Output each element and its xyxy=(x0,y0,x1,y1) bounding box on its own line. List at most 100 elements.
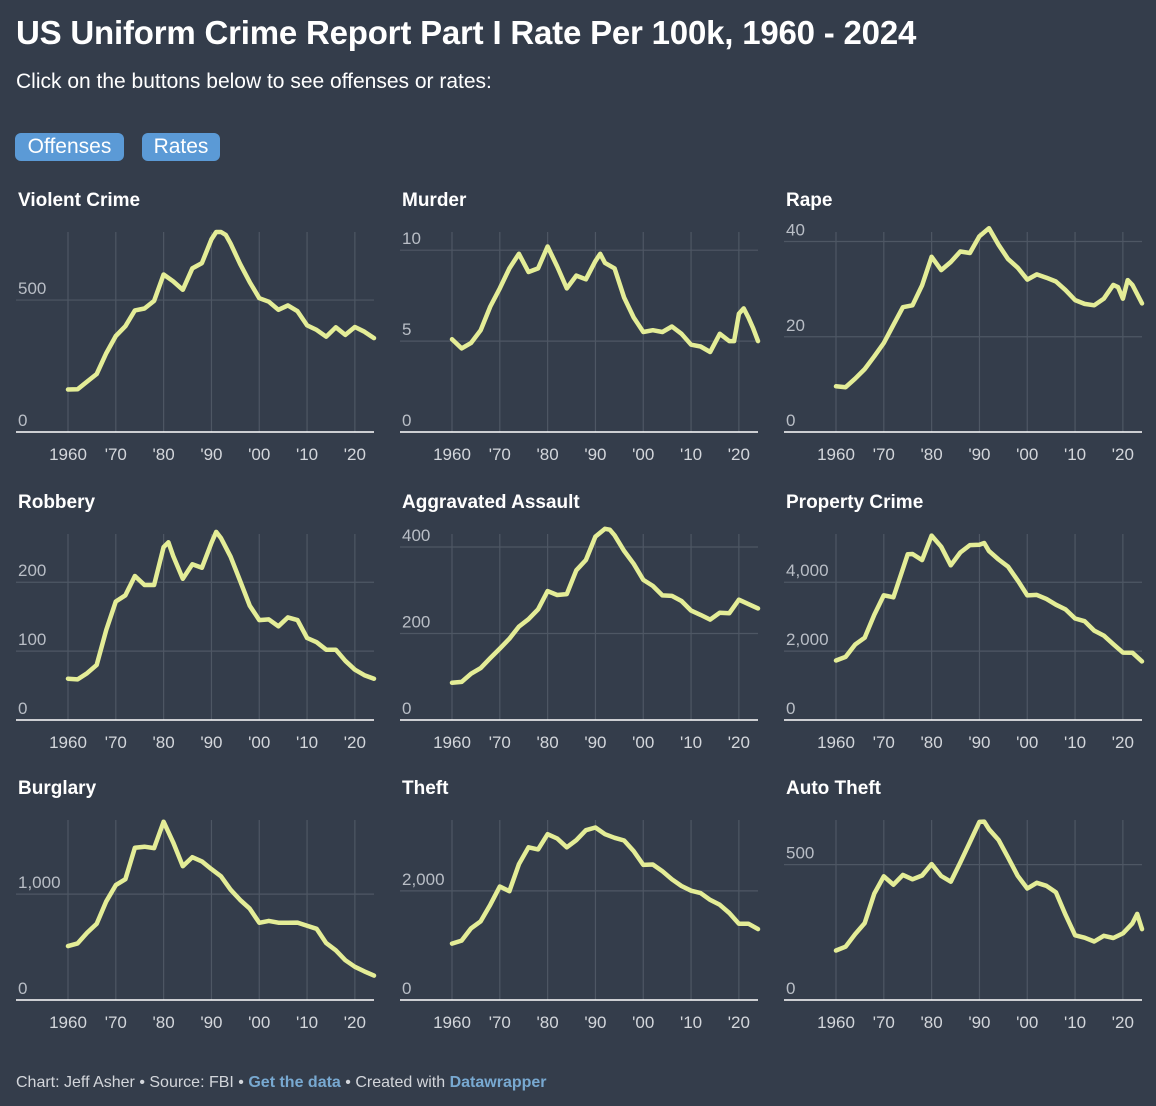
x-tick-label: 1960 xyxy=(433,445,471,464)
x-tick-label: '10 xyxy=(1064,445,1086,464)
chart-robbery: Robbery 0 100 200 1960 '70 '80 '90 '00 '10 '20 xyxy=(16,492,377,752)
x-tick-label: '70 xyxy=(489,733,511,752)
chart-burglary: Burglary 0 1,000 1960 '70 '80 '90 '00 '10 '20 xyxy=(16,778,377,1032)
x-tick-label: '80 xyxy=(921,733,943,752)
x-tick-label: '90 xyxy=(200,733,222,752)
footer-separator: • xyxy=(233,1074,249,1091)
footer: Chart: Jeff Asher • Source: FBI • Get th… xyxy=(16,1074,547,1092)
series-line xyxy=(833,533,1145,664)
x-tick-label: 1960 xyxy=(433,733,471,752)
y-tick-label: 0 xyxy=(18,699,27,718)
chart-panel-aggravated-assault: Aggravated Assault 0 200 400 1960 '70 '80 '90 '0… xyxy=(400,488,772,778)
footer-credit: Chart: Jeff Asher xyxy=(16,1074,135,1091)
footer-source: Source: FBI xyxy=(149,1074,234,1091)
y-tick-label: 100 xyxy=(18,630,46,649)
series-line xyxy=(65,819,377,978)
chart-title: Rape xyxy=(786,190,832,211)
x-tick-label: '80 xyxy=(537,1013,559,1032)
page-subtitle: Click on the buttons below to see offens… xyxy=(16,70,492,93)
x-tick-label: 1960 xyxy=(49,733,87,752)
chart-auto-theft: Auto Theft 0 500 1960 '70 '80 '90 '00 '10 '20 xyxy=(784,778,1145,1032)
x-tick-label: '00 xyxy=(632,733,654,752)
x-tick-label: '90 xyxy=(200,1013,222,1032)
offenses-button[interactable]: Offenses xyxy=(15,133,124,161)
chart-panel-theft: Theft 0 2,000 1960 '70 '80 '90 '00 '10 '20 xyxy=(400,774,772,1064)
chart-title: Burglary xyxy=(18,778,97,799)
chart-title: Robbery xyxy=(18,492,96,513)
y-tick-label: 20 xyxy=(786,316,805,335)
series-line xyxy=(449,244,761,355)
chart-violent-crime: Violent Crime 0 500 1960 '70 '80 '90 '00 '10 '20 xyxy=(16,190,377,464)
x-tick-label: '80 xyxy=(153,445,175,464)
x-tick-label: '00 xyxy=(632,1013,654,1032)
x-tick-label: 1960 xyxy=(433,1013,471,1032)
y-tick-label: 400 xyxy=(402,526,430,545)
x-tick-label: '90 xyxy=(584,445,606,464)
x-tick-label: '20 xyxy=(728,445,750,464)
x-tick-label: '10 xyxy=(296,733,318,752)
y-tick-label: 2,000 xyxy=(402,870,445,889)
y-tick-label: 0 xyxy=(786,699,795,718)
x-tick-label: '00 xyxy=(248,445,270,464)
x-tick-label: '20 xyxy=(728,1013,750,1032)
y-tick-label: 4,000 xyxy=(786,561,829,580)
x-tick-label: '80 xyxy=(153,733,175,752)
series-line xyxy=(65,529,377,682)
x-tick-label: '80 xyxy=(537,733,559,752)
series-line xyxy=(449,825,761,946)
x-tick-label: '10 xyxy=(680,445,702,464)
get-the-data-link[interactable]: Get the data xyxy=(248,1074,341,1091)
x-tick-label: '00 xyxy=(248,1013,270,1032)
x-tick-label: '80 xyxy=(921,1013,943,1032)
chart-title: Theft xyxy=(402,778,449,799)
x-tick-label: '70 xyxy=(105,1013,127,1032)
x-tick-label: '70 xyxy=(105,733,127,752)
y-tick-label: 10 xyxy=(402,229,421,248)
chart-property-crime: Property Crime 0 2,000 4,000 1960 '70 '80 '90 '0… xyxy=(784,492,1145,752)
x-tick-label: '10 xyxy=(680,733,702,752)
x-tick-label: '20 xyxy=(1112,733,1134,752)
y-tick-label: 0 xyxy=(786,411,795,430)
x-tick-label: 1960 xyxy=(49,1013,87,1032)
y-tick-label: 40 xyxy=(786,221,805,240)
chart-murder: Murder 0 5 10 1960 '70 '80 '90 '00 '10 '20 xyxy=(400,190,761,464)
x-tick-label: '20 xyxy=(728,733,750,752)
x-tick-label: '20 xyxy=(344,733,366,752)
x-tick-label: '70 xyxy=(489,445,511,464)
x-tick-label: '00 xyxy=(1016,445,1038,464)
y-tick-label: 200 xyxy=(402,612,430,631)
x-tick-label: '70 xyxy=(105,445,127,464)
x-tick-label: 1960 xyxy=(817,1013,855,1032)
x-tick-label: '80 xyxy=(537,445,559,464)
x-tick-label: '90 xyxy=(968,1013,990,1032)
rates-button[interactable]: Rates xyxy=(142,133,220,161)
page-title: US Uniform Crime Report Part I Rate Per … xyxy=(16,14,917,51)
x-tick-label: '20 xyxy=(344,1013,366,1032)
x-tick-label: '90 xyxy=(968,445,990,464)
datawrapper-link[interactable]: Datawrapper xyxy=(449,1074,547,1091)
footer-separator: • xyxy=(134,1074,150,1091)
x-tick-label: '80 xyxy=(921,445,943,464)
y-tick-label: 500 xyxy=(18,279,46,298)
x-tick-label: '90 xyxy=(584,1013,606,1032)
series-line xyxy=(833,225,1145,390)
y-tick-label: 0 xyxy=(786,979,795,998)
x-tick-label: '70 xyxy=(873,733,895,752)
x-tick-label: '10 xyxy=(1064,1013,1086,1032)
y-tick-label: 0 xyxy=(402,411,411,430)
x-tick-label: '10 xyxy=(1064,733,1086,752)
chart-panel-robbery: Robbery 0 100 200 1960 '70 '80 '90 '00 '10 '20 xyxy=(16,488,388,778)
chart-title: Property Crime xyxy=(786,492,923,513)
y-tick-label: 500 xyxy=(786,844,814,863)
x-tick-label: '00 xyxy=(1016,1013,1038,1032)
chart-panel-murder: Murder 0 5 10 1960 '70 '80 '90 '00 '10 '20 xyxy=(400,186,772,476)
chart-theft: Theft 0 2,000 1960 '70 '80 '90 '00 '10 '20 xyxy=(400,778,761,1032)
x-tick-label: '10 xyxy=(680,1013,702,1032)
chart-panel-burglary: Burglary 0 1,000 1960 '70 '80 '90 '00 '10 '20 xyxy=(16,774,388,1064)
y-tick-label: 5 xyxy=(402,320,411,339)
chart-title: Violent Crime xyxy=(18,190,140,211)
x-tick-label: '20 xyxy=(1112,1013,1134,1032)
y-tick-label: 0 xyxy=(18,411,27,430)
chart-title: Murder xyxy=(402,190,467,211)
series-line xyxy=(65,229,377,392)
